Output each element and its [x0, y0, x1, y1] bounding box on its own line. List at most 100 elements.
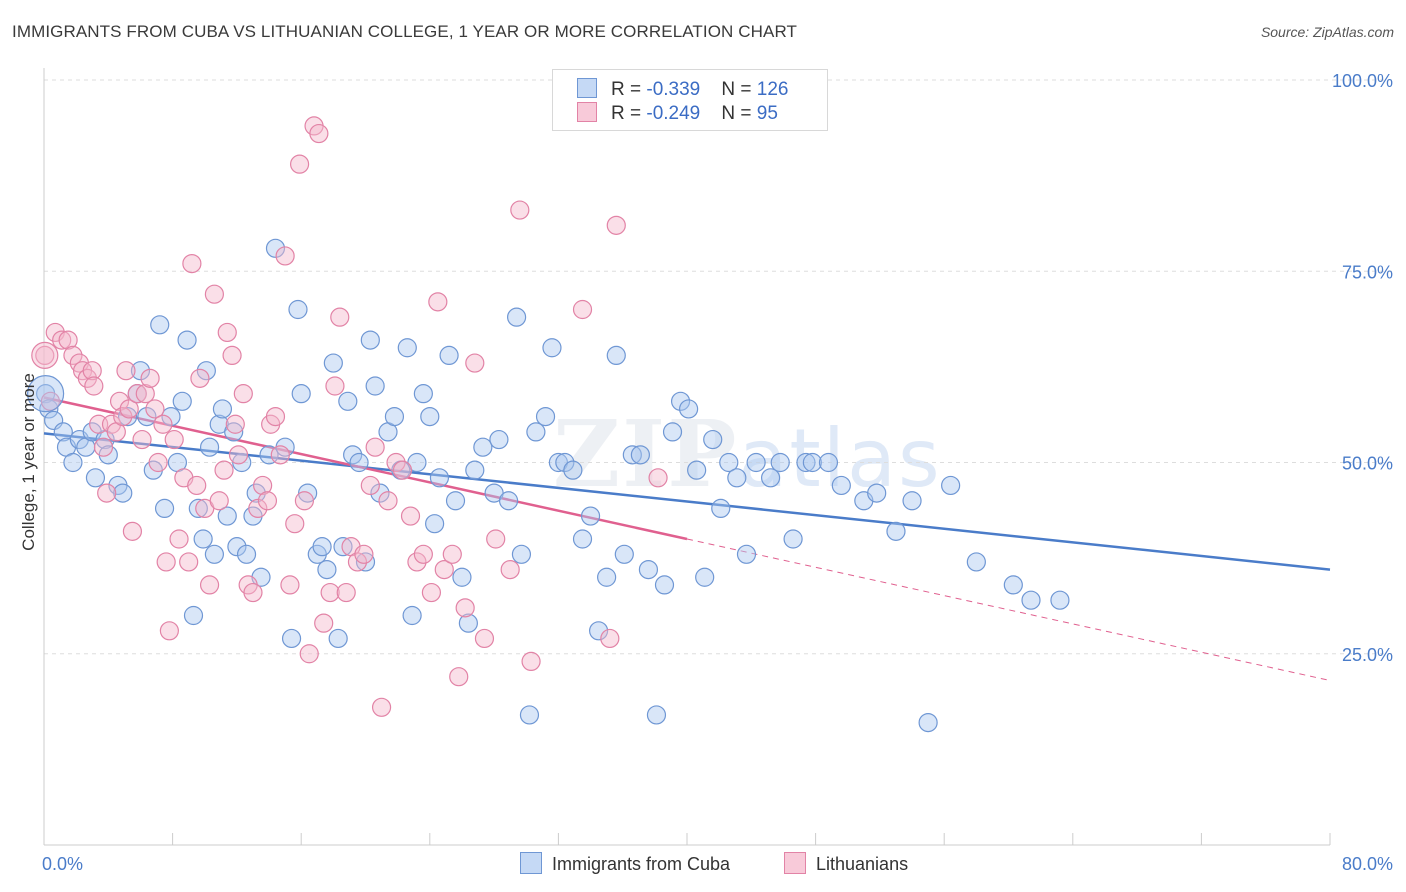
point-cuba — [687, 460, 707, 480]
point-cuba — [246, 483, 266, 503]
point-cuba — [365, 376, 385, 396]
point-lithuanians — [82, 361, 102, 381]
point-cuba — [425, 514, 445, 534]
tick-labels: 25.0% 50.0% 75.0% 100.0% 0.0% 80.0% — [42, 71, 1393, 874]
point-cuba — [343, 445, 363, 465]
point-cuba — [572, 529, 593, 549]
point-cuba — [638, 559, 659, 580]
point-lithuanians — [325, 376, 345, 396]
point-cuba — [161, 407, 181, 427]
point-lithuanians — [280, 575, 300, 595]
point-cuba — [1021, 590, 1041, 610]
point-cuba — [323, 353, 343, 373]
point-cuba — [349, 452, 369, 473]
point-cuba — [719, 452, 739, 473]
point-lithuanians — [500, 559, 520, 580]
point-lithuanians — [442, 544, 462, 564]
legend-n-label: N = — [721, 103, 757, 124]
point-lithuanians — [187, 475, 207, 496]
point-lithuanians — [347, 552, 368, 572]
x-tick-label-min: 0.0% — [42, 854, 83, 874]
point-cuba — [413, 384, 433, 404]
chart-title: IMMIGRANTS FROM CUBA VS LITHUANIAN COLLE… — [12, 22, 798, 41]
trend-line-cuba — [43, 432, 1331, 571]
point-lithuanians — [421, 582, 442, 603]
point-lithuanians — [294, 491, 315, 511]
point-cuba — [703, 429, 723, 450]
point-cuba — [312, 537, 332, 557]
legend-r-label: R = — [611, 79, 647, 100]
point-lithuanians — [299, 644, 319, 664]
y-tick-label: 50.0% — [1342, 454, 1393, 474]
point-lithuanians — [314, 613, 334, 633]
point-lithuanians — [243, 582, 263, 603]
point-cuba — [966, 552, 986, 572]
point-lithuanians — [365, 437, 385, 457]
point-lithuanians — [225, 414, 245, 434]
point-cuba — [355, 552, 376, 572]
point-cuba — [317, 559, 337, 580]
point-cuba — [473, 437, 493, 457]
point-lithuanians — [122, 521, 143, 541]
point-cuba — [130, 361, 151, 381]
point-lithuanians — [58, 330, 78, 350]
point-lithuanians — [199, 575, 220, 595]
point-cuba — [465, 460, 485, 480]
point-cuba — [818, 452, 839, 473]
point-lithuanians — [371, 697, 392, 717]
point-cuba — [760, 468, 781, 488]
point-lithuanians — [214, 460, 234, 480]
point-lithuanians — [606, 215, 626, 235]
point-cuba — [770, 452, 790, 473]
point-cuba — [614, 544, 634, 564]
bottom-legend-label: Immigrants from Cuba — [552, 854, 731, 874]
point-lithuanians — [222, 345, 242, 365]
point-lithuanians — [182, 254, 202, 274]
point-lithuanians — [209, 491, 229, 511]
point-cuba — [736, 544, 757, 564]
point-cuba — [137, 407, 157, 427]
point-lithuanians — [233, 384, 253, 404]
point-cuba — [227, 537, 247, 557]
point-lithuanians — [190, 368, 210, 388]
point-cuba — [670, 391, 691, 411]
point-lithuanians — [217, 322, 237, 343]
point-lithuanians — [257, 491, 278, 511]
point-cuba — [458, 613, 478, 633]
data-points — [27, 116, 1070, 733]
point-cuba — [796, 452, 816, 473]
point-cuba — [420, 407, 440, 427]
point-lithuanians — [285, 514, 305, 534]
point-lithuanians — [253, 475, 273, 496]
point-lithuanians — [93, 437, 114, 457]
legend-r-value: -0.339 — [646, 79, 701, 100]
point-lithuanians — [97, 483, 117, 503]
x-tick-label-max: 80.0% — [1342, 854, 1393, 874]
point-cuba — [535, 407, 556, 427]
point-lithuanians — [465, 353, 485, 373]
point-lithuanians — [378, 491, 398, 511]
point-cuba — [679, 399, 699, 419]
legend-r-label: R = — [611, 103, 647, 124]
y-tick-label: 75.0% — [1342, 262, 1393, 282]
point-cuba — [886, 521, 906, 541]
point-cuba — [746, 452, 766, 473]
point-lithuanians — [400, 506, 421, 526]
point-lithuanians-large — [31, 341, 59, 369]
point-cuba — [654, 575, 675, 595]
point-lithuanians — [265, 407, 286, 427]
point-lithuanians — [360, 475, 380, 496]
point-lithuanians — [40, 391, 61, 411]
point-lithuanians — [309, 123, 329, 144]
legend-n-label: N = — [721, 79, 757, 100]
point-lithuanians — [392, 460, 413, 480]
point-lithuanians — [116, 361, 136, 381]
point-cuba — [918, 712, 938, 733]
point-cuba — [154, 498, 175, 518]
point-cuba — [646, 705, 667, 725]
point-cuba — [563, 460, 583, 480]
point-lithuanians — [135, 384, 155, 404]
point-cuba — [519, 705, 540, 725]
point-lithuanians — [164, 429, 184, 450]
point-lithuanians — [270, 445, 290, 465]
